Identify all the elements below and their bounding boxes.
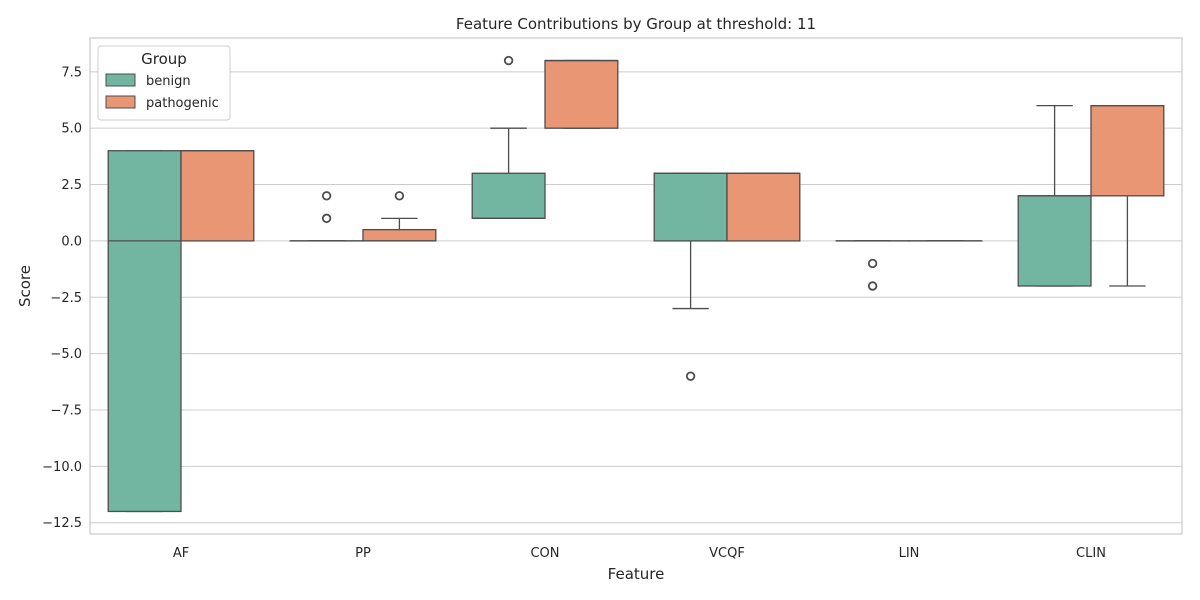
x-tick-label: CON (530, 546, 559, 561)
box-body (180, 150, 255, 242)
y-tick-label: 7.5 (61, 65, 82, 80)
box-pathogenic-AF (180, 150, 255, 242)
x-tick-label: VCQF (709, 546, 745, 561)
outlier-point (394, 191, 405, 201)
legend-label-pathogenic: pathogenic (146, 96, 219, 111)
chart-title: Feature Contributions by Group at thresh… (456, 15, 816, 33)
x-tick-label: LIN (899, 546, 920, 561)
y-axis-label: Score (16, 265, 34, 307)
box-pathogenic-CON (544, 59, 619, 129)
plot-area-frame (89, 37, 1183, 535)
x-tick-label: CLIN (1076, 546, 1106, 561)
box-benign-CON (471, 55, 546, 220)
outlier-point (685, 371, 696, 381)
box-benign-VCQF (653, 172, 728, 381)
gridlines (90, 71, 1182, 524)
legend-swatch-pathogenic (105, 95, 136, 109)
y-tick-label: 0.0 (61, 234, 82, 249)
outlier-point (867, 258, 878, 269)
x-tick-label: PP (355, 546, 371, 561)
box-benign-LIN (835, 240, 910, 291)
box-body (544, 59, 619, 129)
box-benign-AF (107, 150, 182, 513)
y-tick-label: 5.0 (61, 122, 82, 137)
box-pathogenic-VCQF (726, 172, 801, 242)
x-axis-label: Feature (608, 565, 665, 583)
legend-swatch-benign (105, 73, 136, 87)
y-tick-label: −5.0 (50, 347, 82, 362)
box-body (726, 172, 801, 242)
outlier-point (867, 281, 878, 291)
y-tick-label: −2.5 (50, 291, 82, 306)
box-body (107, 150, 182, 513)
y-tick-label: 2.5 (61, 178, 82, 193)
y-tick-label: −7.5 (50, 404, 82, 419)
outlier-point (321, 213, 332, 224)
outlier-point (321, 191, 332, 201)
box-benign-PP (289, 191, 364, 242)
y-tick-labels: 7.5 5.0 2.5 0.0 −2.5 −5.0 −7.5 −10.0 −12.5 (42, 65, 82, 531)
box-body (362, 228, 437, 242)
box-body (653, 172, 728, 242)
box-series (107, 55, 1165, 513)
x-tick-labels: AF PP CON VCQF LIN CLIN (173, 546, 1106, 561)
legend-title: Group (141, 50, 187, 68)
box-pathogenic-CLIN (1090, 104, 1165, 287)
y-tick-label: −10.0 (42, 460, 82, 475)
box-pathogenic-PP (362, 191, 437, 242)
legend: Group benign pathogenic (97, 45, 231, 121)
legend-label-benign: benign (146, 74, 191, 89)
y-tick-label: −12.5 (42, 516, 82, 531)
box-benign-CLIN (1017, 104, 1092, 287)
box-body (1017, 195, 1092, 287)
x-tick-label: AF (173, 546, 189, 561)
outlier-point (503, 55, 514, 66)
box-body (1090, 104, 1165, 197)
box-body (471, 172, 546, 220)
